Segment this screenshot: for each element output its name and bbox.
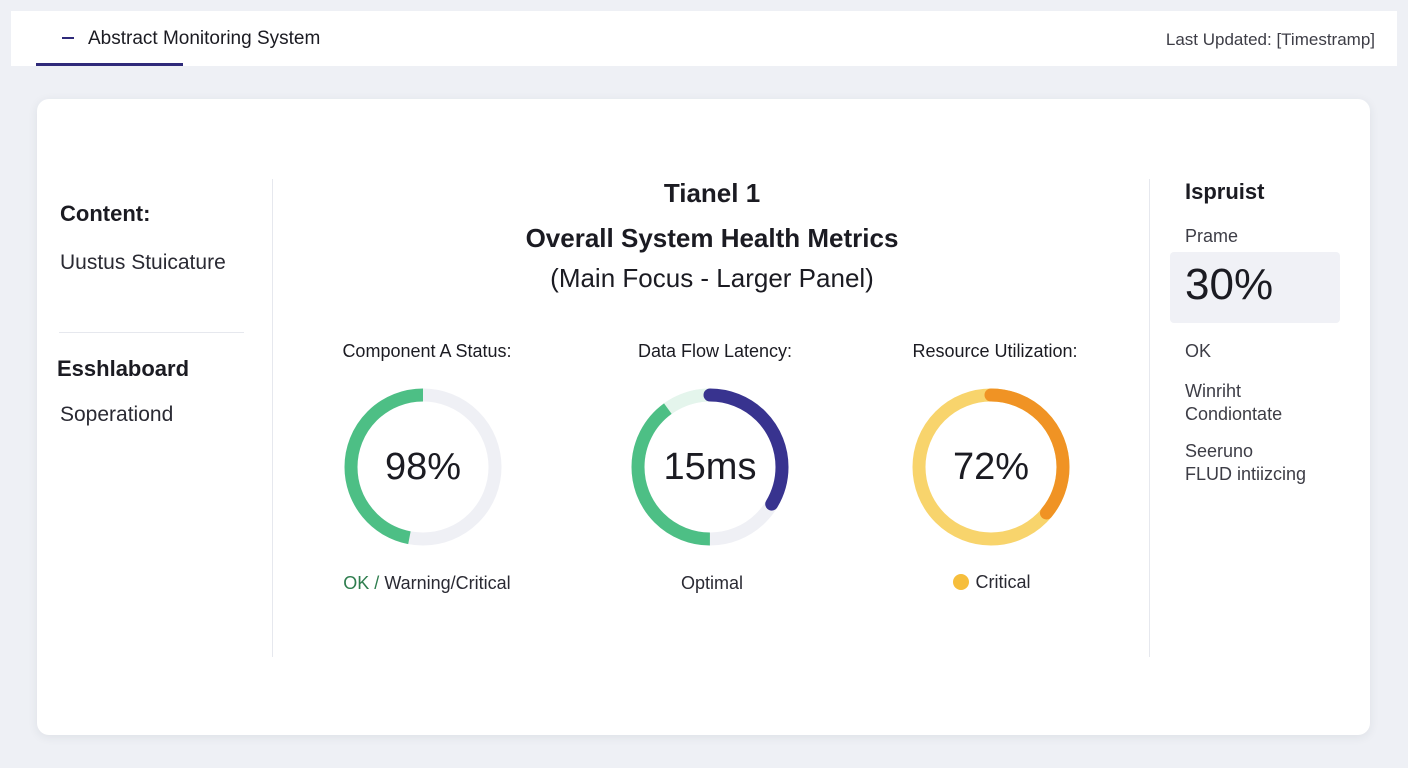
- gauge-resource: 72%: [906, 382, 1076, 552]
- dashboard-card: Content: Uustus Stuicature Esshlaboard S…: [37, 99, 1370, 735]
- metric-status-latency: Optimal: [680, 573, 743, 593]
- panel-title: Overall System Health Metrics: [525, 223, 899, 253]
- metric-status-resource: Critical: [862, 572, 1122, 593]
- sidebar-heading-dashboard: Esshlaboard: [57, 356, 190, 381]
- right-line-3b: FLUD intiizcing: [1185, 464, 1307, 484]
- frame-label: Prame: [1185, 226, 1239, 246]
- gauge-arc-progress: [631, 388, 789, 546]
- right-status-ok: OK: [1185, 341, 1212, 361]
- sidebar-item-operations[interactable]: Soperationd: [60, 403, 174, 426]
- metric-label-latency: Data Flow Latency:: [637, 341, 793, 361]
- gauge-arc-progress: [912, 388, 1070, 546]
- frame-value-box: 30%: [1170, 252, 1340, 323]
- gauge-value-resource: 72%: [952, 446, 1030, 488]
- right-divider: [1149, 179, 1150, 657]
- tab-monitoring[interactable]: Abstract Monitoring System: [36, 11, 320, 66]
- sidebar-item-structure[interactable]: Uustus Stuicature: [60, 251, 226, 274]
- status-warning-critical-text: Warning/Critical: [379, 573, 511, 593]
- right-line-2b: Condiontate: [1185, 404, 1283, 424]
- minus-icon: [62, 37, 74, 39]
- status-ok-text: OK /: [343, 573, 380, 593]
- gauge-latency: 15ms: [625, 382, 795, 552]
- metric-label-component-a: Component A Status:: [342, 341, 512, 361]
- left-divider: [272, 179, 273, 657]
- frame-value: 30%: [1185, 260, 1274, 309]
- sidebar-divider: [59, 332, 244, 333]
- gauge-component-a: 98%: [338, 382, 508, 552]
- sidebar-heading-content: Content:: [60, 201, 151, 226]
- panel-subtitle: (Main Focus - Larger Panel): [550, 263, 874, 293]
- app-title: Abstract Monitoring System: [88, 28, 321, 49]
- gauge-value-component-a: 98%: [384, 446, 462, 488]
- right-line-3a: Seeruno: [1185, 441, 1254, 461]
- gauge-arc-secondary: [631, 388, 789, 546]
- status-dot-icon: [953, 574, 970, 590]
- gauge-arc-progress: [344, 388, 502, 546]
- metric-label-resource: Resource Utilization:: [912, 341, 1078, 361]
- panel-number-title: Tianel 1: [663, 178, 761, 208]
- metric-status-component-a: OK / Warning/Critical: [297, 573, 557, 594]
- gauge-value-latency: 15ms: [663, 446, 757, 488]
- right-line-2a: Winriht: [1185, 381, 1242, 401]
- right-panel-title: Ispruist: [1185, 179, 1265, 204]
- status-critical-text: Critical: [975, 572, 1031, 592]
- last-updated-text: Last Updated: [Timestramp]: [1165, 30, 1375, 49]
- top-bar: Abstract Monitoring System Last Updated:…: [11, 11, 1397, 66]
